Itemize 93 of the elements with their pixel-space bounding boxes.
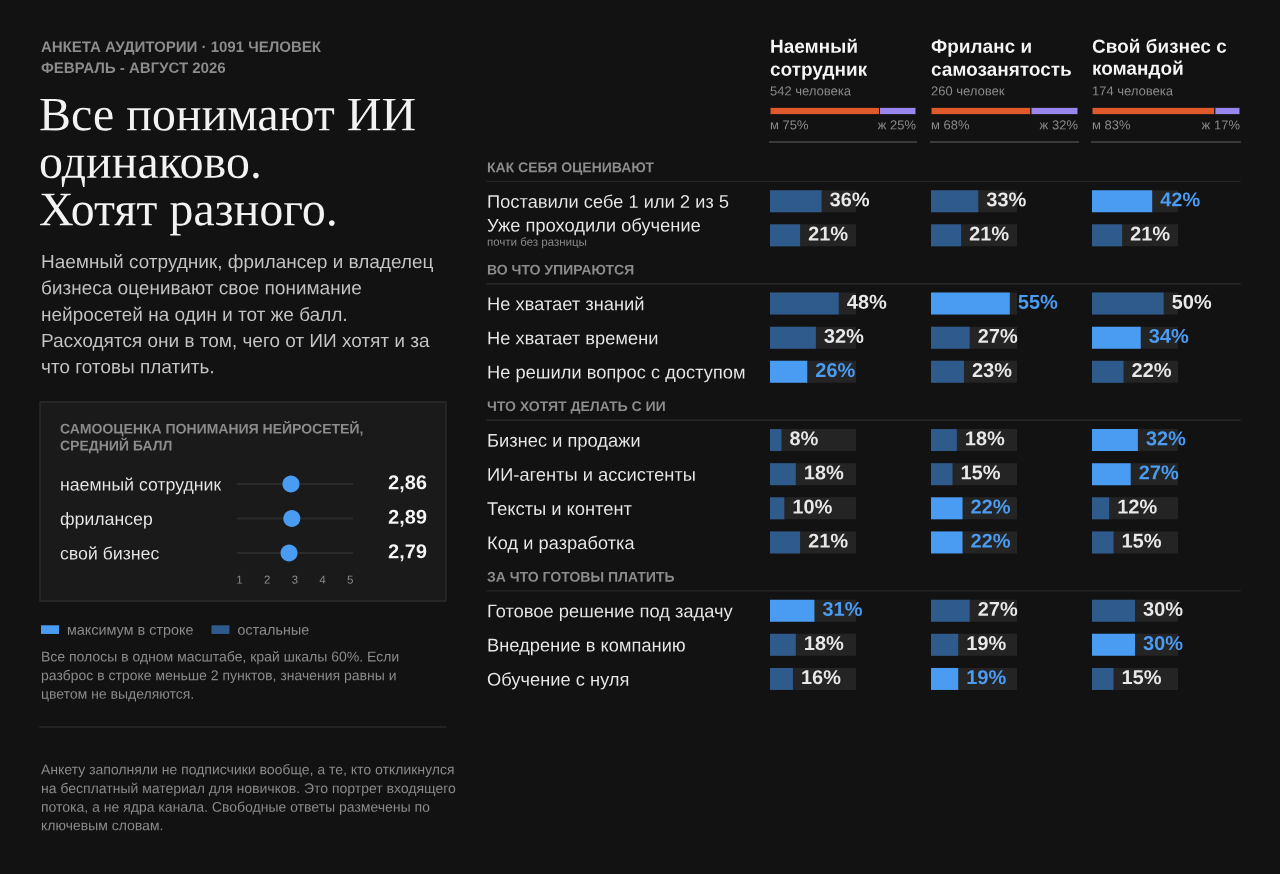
- series-label: ж: [1201, 122, 1211, 130]
- data-label: 19%: [967, 670, 1006, 685]
- data-label: 8%: [790, 431, 818, 446]
- text: ФЕВРАЛЬ - АВГУСТ 2026: [41, 62, 226, 74]
- chart-subtitle: 174 человека: [1092, 86, 1174, 96]
- x-tick-label: 1: [237, 575, 243, 584]
- y-tick-label: ВО ЧТО УПИРАЮТСЯ: [487, 264, 634, 275]
- data-label: 2,79: [388, 544, 427, 562]
- y-tick-label: Поставили себе 1 или 2 из 5: [488, 194, 729, 208]
- y-tick-label: КАК СЕБЯ ОЦЕНИВАЮТ: [487, 162, 654, 175]
- y-tick-label: ЗА ЧТО ГОТОВЫ ПЛАТИТЬ: [487, 571, 675, 582]
- data-label: 26%: [815, 363, 855, 378]
- bar: [770, 429, 782, 452]
- text: Наемный сотрудник, фрилансер и владелец бизнеса оценивают свое понимание нейросетей на один и тот же балл. Расходятся они в том, чего от ИИ хотят и за что готовы платить.: [42, 254, 433, 374]
- chart-title: Наемный сотрудник: [770, 38, 868, 80]
- data-label: 32%: [1052, 120, 1078, 130]
- y-tick-label: свой бизнес: [60, 546, 159, 560]
- y-tick-label: Готовое решение под задачу: [488, 604, 733, 622]
- chart-subtitle: 542 человека: [770, 86, 852, 96]
- x-tick-label: 2: [264, 575, 270, 584]
- data-label: 15%: [1122, 670, 1161, 685]
- series-label: ж: [877, 122, 887, 130]
- series-label: м: [1092, 122, 1101, 130]
- legend-label: максимум в строке: [67, 626, 193, 638]
- data-label: 30%: [1143, 601, 1183, 617]
- data-label: 15%: [1122, 533, 1161, 548]
- series-label: м: [931, 122, 940, 130]
- data-label: 18%: [805, 636, 844, 651]
- legend-label: остальные: [237, 626, 309, 635]
- data-label: 42%: [1160, 192, 1200, 207]
- data-label: 21%: [808, 226, 848, 241]
- series-label: м: [770, 122, 779, 130]
- y-tick-label: Код и разработка: [488, 535, 635, 553]
- y-tick-label: ЧТО ХОТЯТ ДЕЛАТЬ С ИИ: [487, 401, 665, 414]
- data-label: 83%: [1105, 120, 1131, 130]
- chart-subtitle: 260 человек: [931, 86, 1005, 96]
- y-tick-label: фрилансер: [60, 512, 153, 529]
- data-label: 68%: [944, 120, 970, 130]
- data-label: 16%: [802, 670, 841, 685]
- data-label: 22%: [971, 499, 1011, 514]
- y-tick-label: Не решили вопрос с доступом: [488, 365, 745, 383]
- data-label: 31%: [822, 601, 862, 617]
- data-label: 21%: [808, 533, 848, 548]
- x-tick-label: 4: [319, 575, 326, 584]
- data-label: 50%: [1172, 294, 1212, 309]
- series-label: ж: [1039, 122, 1049, 130]
- y-tick-label: Внедрение в компанию: [488, 638, 685, 656]
- data-label: 18%: [805, 465, 844, 480]
- text: Все полосы в одном масштабе, край шкалы 60%. Если разброс в строке меньше 2 пунктов, значения равны и цветом не выделяются.: [41, 651, 399, 702]
- data-label: 19%: [967, 636, 1006, 651]
- data-label: 27%: [1139, 465, 1179, 480]
- y-tick-label: Тексты и контент: [487, 502, 632, 516]
- text: АНКЕТА АУДИТОРИИ · 1091 ЧЕЛОВЕК: [41, 41, 321, 55]
- y-tick-label: ИИ-агенты и ассистенты: [488, 468, 695, 481]
- y-tick-label: наемный сотрудник: [61, 477, 222, 495]
- text: Анкету заполняли не подписчики вообще, а те, кто откликнулся на бесплатный материал для новичков. Это портрет входящего потока, а не ядра канала. Свободные ответы размечены по ключевым словам.: [41, 764, 456, 831]
- data-label: 18%: [966, 431, 1005, 446]
- data-label: 25%: [890, 120, 916, 130]
- data-label: 10%: [793, 499, 832, 514]
- x-tick-label: 5: [347, 575, 353, 584]
- data-label: 32%: [824, 328, 864, 344]
- data-label: 22%: [971, 533, 1011, 548]
- data-label: 30%: [1143, 636, 1183, 651]
- y-tick-label: Не хватает времени: [488, 331, 658, 349]
- chart-title: САМООЦЕНКА ПОНИМАНИЯ НЕЙРОСЕТЕЙ, СРЕДНИЙ БАЛЛ: [60, 420, 363, 454]
- data-label: 36%: [830, 192, 870, 207]
- chart-title: Фриланс и самозанятость: [931, 39, 1071, 76]
- data-label: 75%: [783, 120, 809, 130]
- data-label: 21%: [1130, 226, 1170, 241]
- text: Все понимают ИИ одинаково. Хотят разного.: [40, 98, 415, 236]
- y-tick-label: Не хватает знаний: [488, 296, 644, 311]
- data-label: 48%: [847, 294, 887, 309]
- data-label: 12%: [1118, 499, 1157, 514]
- data-label: 27%: [978, 328, 1018, 344]
- data-label: 17%: [1214, 120, 1240, 130]
- x-tick-label: 3: [292, 575, 298, 584]
- data-label: 22%: [1132, 363, 1172, 378]
- data-label: 21%: [969, 226, 1009, 241]
- y-tick-label: Бизнес и продажи: [488, 434, 640, 451]
- data-label: 23%: [972, 363, 1012, 378]
- bar: [1092, 497, 1110, 520]
- data-label: 2,89: [388, 509, 427, 527]
- data-label: 55%: [1018, 294, 1058, 309]
- data-label: 27%: [978, 601, 1018, 617]
- bar: [770, 497, 785, 520]
- data-label: 34%: [1149, 328, 1189, 344]
- chart-title: Свой бизнес с командой: [1092, 38, 1227, 79]
- data-label: 2,86: [388, 475, 427, 493]
- data-label: 33%: [986, 192, 1026, 207]
- data-label: 32%: [1146, 431, 1186, 446]
- y-tick-label: Обучение с нуля: [487, 672, 629, 690]
- data-label: 15%: [961, 465, 1000, 480]
- category-label: Уже проходили обучение почти без разницы: [487, 218, 700, 249]
